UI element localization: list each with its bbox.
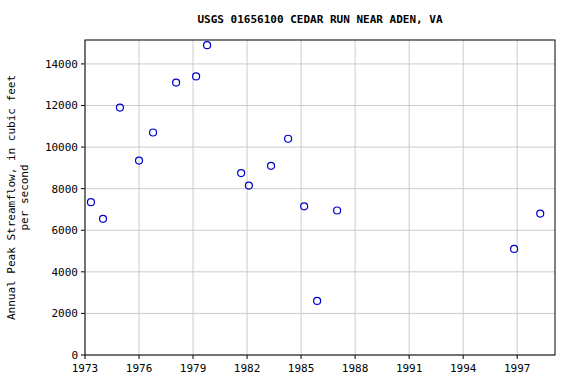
- title: USGS 01656100 CEDAR RUN NEAR ADEN, VA: [197, 13, 442, 26]
- tick-label: 1976: [126, 362, 153, 375]
- grid-line: [193, 40, 194, 355]
- grid-line: [85, 105, 555, 106]
- grid-line: [409, 40, 410, 355]
- tick-label: 1985: [288, 362, 315, 375]
- tick: [139, 355, 140, 359]
- grid-line: [517, 40, 518, 355]
- point: [334, 207, 341, 214]
- tick: [247, 355, 248, 359]
- point: [116, 104, 123, 111]
- tick: [517, 355, 518, 359]
- tick-label: 1997: [504, 362, 531, 375]
- y-axis-label: Annual Peak Streamflow, in cubic feet: [5, 75, 18, 320]
- grid-line: [85, 313, 555, 314]
- grid-line: [85, 230, 555, 231]
- tick: [193, 355, 194, 359]
- point: [150, 129, 157, 136]
- tick: [301, 355, 302, 359]
- grid-line: [139, 40, 140, 355]
- tick: [81, 105, 85, 106]
- tick: [355, 355, 356, 359]
- plot-frame: [85, 40, 555, 355]
- tick-label: 1982: [234, 362, 261, 375]
- tick-label: 12000: [45, 99, 78, 112]
- tick: [81, 63, 85, 64]
- point: [136, 157, 143, 164]
- grid-line: [247, 40, 248, 355]
- tick-label: 1973: [72, 362, 99, 375]
- point: [301, 203, 308, 210]
- grid-line: [85, 271, 555, 272]
- tick: [81, 147, 85, 148]
- tick-label: 1988: [342, 362, 369, 375]
- chart: USGS 01656100 CEDAR RUN NEAR ADEN, VA 0 20…: [0, 0, 576, 384]
- tick-label: 14000: [45, 58, 78, 71]
- grid-line: [85, 147, 555, 148]
- chart-container: USGS 01656100 CEDAR RUN NEAR ADEN, VA 0 20…: [0, 0, 576, 384]
- point: [268, 162, 275, 169]
- tick: [409, 355, 410, 359]
- tick-label: 1991: [396, 362, 423, 375]
- tick-label: 1994: [450, 362, 477, 375]
- tick-label: 2000: [52, 307, 79, 320]
- tick-label: 6000: [52, 224, 79, 237]
- point: [537, 210, 544, 217]
- point: [245, 182, 252, 189]
- tick: [81, 188, 85, 189]
- tick: [81, 271, 85, 272]
- tick: [81, 313, 85, 314]
- tick-label: 4000: [52, 266, 79, 279]
- grid-line: [463, 40, 464, 355]
- point: [204, 42, 211, 49]
- point: [173, 79, 180, 86]
- y-axis-label: per second: [18, 164, 31, 230]
- point: [511, 245, 518, 252]
- tick: [85, 355, 86, 359]
- point: [285, 135, 292, 142]
- grid-line: [355, 40, 356, 355]
- tick-label: 1979: [180, 362, 207, 375]
- tick: [81, 355, 85, 356]
- tick-label: 10000: [45, 141, 78, 154]
- point: [87, 199, 94, 206]
- point: [100, 215, 107, 222]
- point: [193, 73, 200, 80]
- tick: [463, 355, 464, 359]
- point: [238, 170, 245, 177]
- tick-label: 8000: [52, 183, 79, 196]
- tick-label: 0: [71, 349, 78, 362]
- point: [314, 297, 321, 304]
- grid-line: [85, 188, 555, 189]
- points: [87, 42, 543, 305]
- grid-line: [301, 40, 302, 355]
- tick: [81, 230, 85, 231]
- grid-line: [85, 63, 555, 64]
